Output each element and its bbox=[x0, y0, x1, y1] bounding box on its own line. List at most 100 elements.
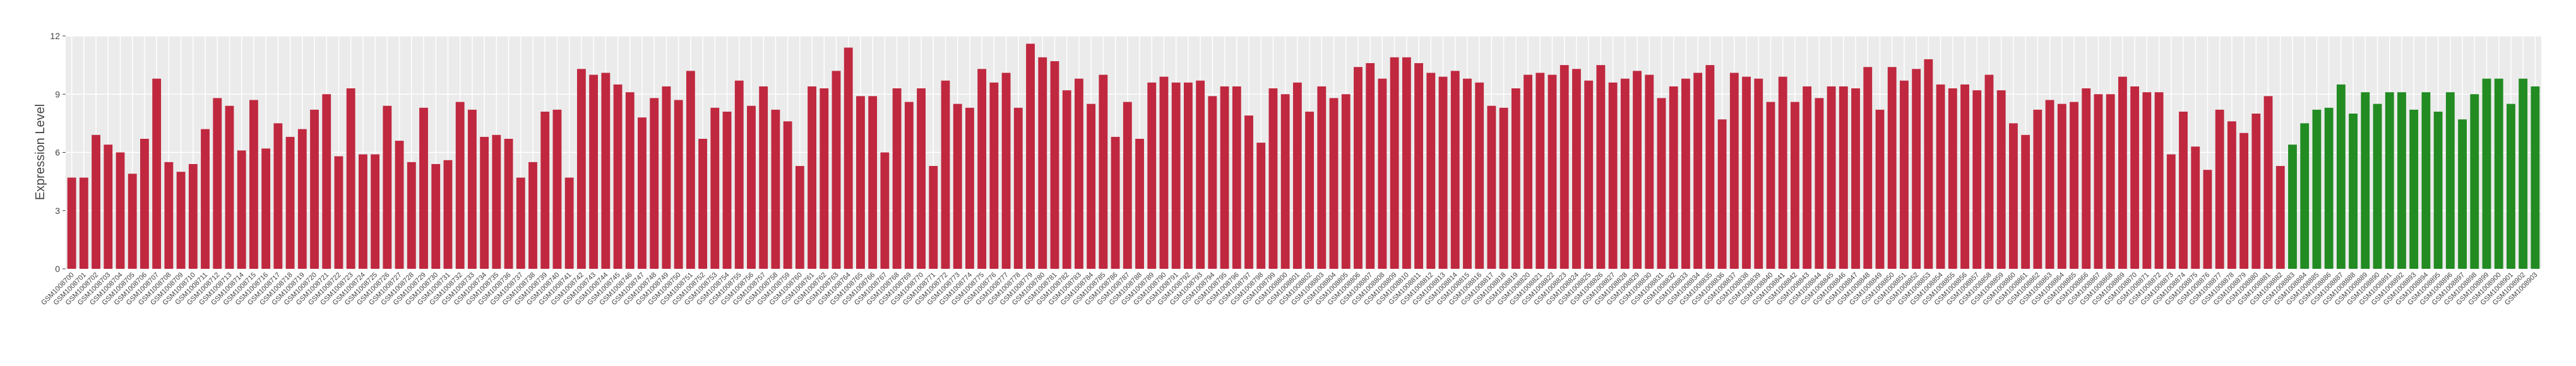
bar bbox=[261, 148, 271, 269]
bar bbox=[1924, 59, 1933, 269]
bar bbox=[589, 74, 599, 269]
bar bbox=[2373, 103, 2382, 269]
bar bbox=[1754, 78, 1763, 269]
bar bbox=[2336, 84, 2346, 269]
bar bbox=[201, 129, 210, 269]
bar bbox=[1559, 65, 1569, 269]
bar bbox=[1292, 82, 1302, 269]
bar bbox=[1159, 76, 1169, 269]
bar bbox=[1390, 57, 1399, 269]
bar bbox=[1729, 73, 1739, 269]
bar bbox=[868, 96, 878, 269]
bar bbox=[1256, 143, 1266, 269]
bar bbox=[188, 163, 198, 269]
bar bbox=[2057, 103, 2066, 269]
bar bbox=[2397, 92, 2406, 269]
bar bbox=[1220, 86, 1229, 269]
bar bbox=[564, 177, 574, 269]
bar bbox=[2409, 109, 2419, 269]
bar bbox=[662, 86, 671, 269]
bar bbox=[722, 111, 732, 269]
bar bbox=[844, 47, 853, 269]
bar bbox=[1912, 69, 1921, 269]
bar bbox=[2531, 86, 2540, 269]
bar bbox=[2288, 145, 2297, 269]
bar bbox=[322, 94, 331, 269]
bar bbox=[334, 156, 343, 269]
bar bbox=[1899, 80, 1909, 269]
bar bbox=[1633, 71, 1642, 269]
bar bbox=[1414, 63, 1424, 269]
bar bbox=[273, 123, 283, 269]
bar bbox=[1984, 74, 1994, 269]
bar bbox=[1354, 67, 1363, 269]
bar bbox=[1208, 96, 1217, 269]
bar bbox=[1717, 119, 1727, 269]
bar bbox=[67, 177, 76, 269]
bar bbox=[2507, 103, 2515, 269]
bar bbox=[1851, 88, 1860, 269]
bar bbox=[2070, 102, 2078, 269]
bar bbox=[1475, 82, 1484, 269]
bar bbox=[164, 162, 174, 269]
bar bbox=[2203, 170, 2212, 269]
bar bbox=[1087, 103, 1096, 269]
bar bbox=[1123, 102, 1132, 269]
bar bbox=[1875, 109, 1885, 269]
bar bbox=[104, 145, 113, 269]
bar bbox=[528, 162, 537, 269]
bar bbox=[1183, 82, 1193, 269]
bar bbox=[734, 80, 744, 269]
bar bbox=[2494, 78, 2503, 269]
bar bbox=[285, 136, 295, 269]
bar bbox=[965, 107, 974, 269]
bar bbox=[152, 78, 162, 269]
bar bbox=[1487, 105, 1496, 269]
bar bbox=[2361, 92, 2370, 269]
bar bbox=[1038, 57, 1047, 269]
y-tick-label: 0 bbox=[55, 264, 60, 274]
bar bbox=[929, 166, 938, 269]
bar bbox=[2215, 109, 2224, 269]
bar bbox=[2263, 96, 2273, 269]
bar bbox=[213, 98, 222, 269]
bar bbox=[2385, 92, 2394, 269]
bar bbox=[576, 69, 586, 269]
bar bbox=[443, 160, 453, 269]
bar bbox=[1280, 94, 1290, 269]
bar bbox=[2324, 107, 2334, 269]
bar bbox=[1317, 86, 1327, 269]
bar bbox=[1196, 80, 1205, 269]
bar bbox=[1657, 98, 1666, 269]
bar bbox=[1366, 63, 1375, 269]
bar bbox=[2008, 123, 2018, 269]
bar bbox=[941, 80, 950, 269]
bar bbox=[431, 163, 441, 269]
bar bbox=[1693, 73, 1703, 269]
bar bbox=[1305, 111, 1315, 269]
bar bbox=[613, 84, 623, 269]
bar bbox=[516, 177, 525, 269]
bar bbox=[1620, 78, 1630, 269]
bar bbox=[1013, 107, 1023, 269]
bar bbox=[2142, 92, 2152, 269]
bar bbox=[1378, 78, 1387, 269]
bar bbox=[686, 71, 695, 269]
bar bbox=[1001, 73, 1011, 269]
bar bbox=[1050, 61, 1059, 269]
bar bbox=[2094, 94, 2103, 269]
bar bbox=[1827, 86, 1836, 269]
bar bbox=[2130, 86, 2140, 269]
y-tick-label: 6 bbox=[55, 148, 60, 158]
bar bbox=[1608, 82, 1618, 269]
bar bbox=[674, 100, 683, 269]
bar bbox=[710, 107, 720, 269]
bar bbox=[176, 172, 186, 269]
bar bbox=[1960, 84, 1969, 269]
bar bbox=[1171, 82, 1181, 269]
bar bbox=[917, 88, 926, 269]
bar bbox=[2312, 109, 2322, 269]
bar bbox=[1111, 136, 1120, 269]
bar bbox=[1766, 102, 1775, 269]
bar bbox=[1402, 57, 1411, 269]
